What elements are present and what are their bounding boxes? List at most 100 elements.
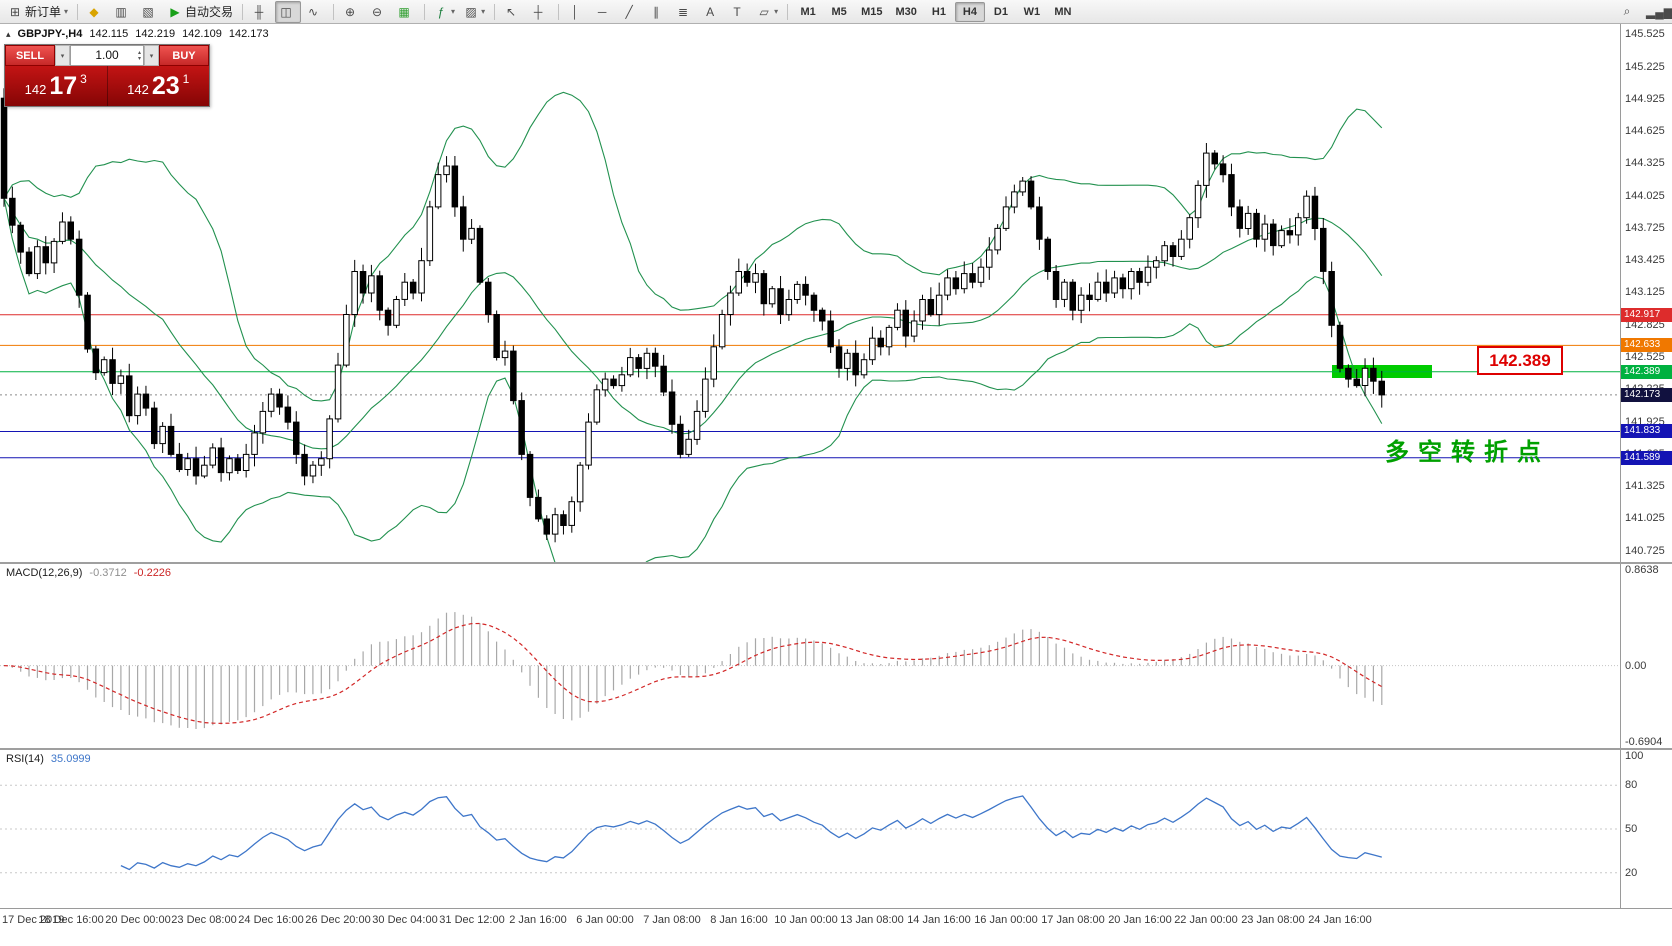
autotrading-icon: ▶ — [170, 4, 180, 19]
collapse-panel-icon[interactable]: ▴ — [6, 28, 11, 39]
volume-input[interactable]: 1.00 ▴ ▾ — [70, 45, 144, 66]
time-axis-label: 31 Dec 12:00 — [439, 914, 505, 926]
macd-scale-label: 0.8638 — [1625, 564, 1659, 576]
timeframe-d1-button[interactable]: D1 — [993, 5, 1008, 18]
market-watch-button[interactable]: ◆ — [83, 1, 109, 23]
chart-window[interactable]: ▴ GBPJPY-,H4 142.115 142.219 142.109 142… — [0, 24, 1672, 946]
timeframe-h4-button[interactable]: H4 — [954, 1, 985, 22]
indicators-caret-icon[interactable]: ▾ — [451, 7, 456, 16]
new-order-caret-icon[interactable]: ▾ — [64, 7, 69, 16]
toolbar: ⊞ 新订单 ▾ ◆ ▥ ▧ ▶ 自动交易 ╫ ◫ ∿ ⊕ ⊖ ▦ ƒ ▾ ▨ ▾ ↖ ┼ │ ─ ╱ ∥ ≣ A T ▱ ▾ M1 M5 M1… — [0, 0, 1672, 24]
time-axis-label: 26 Dec 20:00 — [305, 914, 371, 926]
pane-splitter[interactable] — [0, 562, 1672, 564]
time-axis-label: 24 Dec 16:00 — [238, 914, 304, 926]
channel-icon: ∥ — [653, 4, 660, 19]
macd-indicator-label: MACD(12,26,9) -0.3712 -0.2226 — [6, 567, 171, 579]
time-axis-label: 17 Jan 08:00 — [1041, 914, 1105, 926]
shapes-caret-icon[interactable]: ▾ — [774, 7, 779, 16]
price-tag-142.633: 142.633 — [1621, 338, 1672, 352]
timeframe-w1-button[interactable]: W1 — [1023, 5, 1041, 18]
time-axis[interactable]: 17 Dec 2019 18 Dec 16:00 20 Dec 00:00 23 De… — [0, 908, 1672, 946]
new-order-button[interactable]: ⊞ 新订单 ▾ — [4, 1, 72, 23]
bar-chart-icon: ╫ — [254, 4, 264, 19]
bollinger-upper — [3, 91, 1383, 402]
bollinger-middle — [3, 198, 1383, 450]
buy-options-caret-icon[interactable]: ▾ — [144, 45, 159, 66]
timeframe-m30-button[interactable]: M30 — [895, 5, 917, 18]
macd-scale[interactable]: 0.8638 0.00 -0.6904 — [1620, 564, 1672, 748]
buy-price-button[interactable]: 142 23 1 — [108, 66, 210, 106]
line-chart-icon: ∿ — [308, 4, 319, 19]
rsi-indicator-label: RSI(14) 35.0999 — [6, 753, 91, 765]
horizontal-line-button[interactable]: ─ — [591, 1, 617, 23]
sell-price-pip: 3 — [80, 72, 87, 86]
text-icon: A — [706, 4, 715, 19]
sell-price-button[interactable]: 142 17 3 — [5, 66, 107, 106]
timeframe-m5-button[interactable]: M5 — [831, 5, 847, 18]
time-axis-label: 10 Jan 00:00 — [774, 914, 838, 926]
zoom-out-button[interactable]: ⊖ — [366, 1, 392, 23]
templates-button[interactable]: ▨ ▾ — [460, 1, 489, 23]
trendline-icon: ╱ — [625, 4, 633, 19]
one-click-trading-panel[interactable]: SELL ▾ 1.00 ▴ ▾ ▾ BUY 142 17 3 142 — [4, 44, 210, 107]
macd-scale-label: 0.00 — [1625, 660, 1647, 672]
autotrading-button[interactable]: ▶ 自动交易 — [164, 1, 237, 23]
navigator-button[interactable]: ▧ — [137, 1, 163, 23]
fibonacci-button[interactable]: ≣ — [672, 1, 698, 23]
timeframe-m15-button[interactable]: M15 — [861, 5, 883, 18]
tile-windows-icon: ▦ — [398, 4, 410, 19]
timeframe-m1-button[interactable]: M1 — [800, 5, 816, 18]
indicators-button[interactable]: ƒ ▾ — [430, 1, 459, 23]
text-label-button[interactable]: T — [726, 1, 752, 23]
templates-caret-icon[interactable]: ▾ — [481, 7, 486, 16]
timeframe-mn-button[interactable]: MN — [1054, 5, 1072, 18]
candlestick-chart-icon: ◫ — [280, 4, 292, 19]
toolbar-separator — [494, 3, 496, 20]
price-scale-label: 144.625 — [1625, 125, 1665, 137]
trade-panel-price-row: 142 17 3 142 23 1 — [5, 66, 209, 106]
time-axis-label: 23 Jan 08:00 — [1241, 914, 1305, 926]
connection-button[interactable]: ▂▄▆ — [1642, 1, 1672, 23]
zoom-in-button[interactable]: ⊕ — [339, 1, 365, 23]
line-chart-button[interactable]: ∿ — [302, 1, 328, 23]
time-axis-label: 30 Dec 04:00 — [372, 914, 438, 926]
volume-down-icon[interactable]: ▾ — [137, 55, 141, 62]
price-scale-label: 141.025 — [1625, 512, 1665, 524]
price-scale-label: 142.825 — [1625, 319, 1665, 331]
macd-signal-value: -0.2226 — [133, 567, 172, 579]
volume-up-icon[interactable]: ▴ — [137, 49, 141, 56]
buy-price-pip: 1 — [182, 72, 190, 86]
time-axis-label: 22 Jan 00:00 — [1174, 914, 1238, 926]
cursor-button[interactable]: ↖ — [500, 1, 526, 23]
bar-chart-button[interactable]: ╫ — [248, 1, 274, 23]
rsi-pane[interactable]: RSI(14) 35.0999 — [0, 750, 1620, 908]
turning-point-note[interactable]: 多空转折点 — [1385, 438, 1550, 466]
vertical-line-button[interactable]: │ — [564, 1, 590, 23]
candlestick-chart[interactable] — [0, 24, 1620, 562]
rsi-name: RSI(14) — [6, 753, 44, 765]
price-scale[interactable]: 145.525 145.225 144.925 144.625 144.325 144.0… — [1620, 24, 1672, 562]
indicators-icon: ƒ — [437, 4, 445, 19]
buy-button[interactable]: BUY — [159, 45, 209, 66]
time-axis-label: 17 Dec 2019 — [2, 914, 65, 926]
pane-splitter[interactable] — [0, 748, 1672, 750]
macd-pane[interactable]: MACD(12,26,9) -0.3712 -0.2226 — [0, 564, 1620, 748]
shapes-button[interactable]: ▱ ▾ — [753, 1, 782, 23]
data-window-button[interactable]: ▥ — [110, 1, 136, 23]
price-callout-label[interactable]: 142.389 — [1477, 346, 1563, 375]
channel-button[interactable]: ∥ — [645, 1, 671, 23]
rsi-scale[interactable]: 100 80 50 20 — [1620, 750, 1672, 908]
main-chart-pane[interactable]: ▴ GBPJPY-,H4 142.115 142.219 142.109 142… — [0, 24, 1620, 562]
search-button[interactable]: ⌕ — [1616, 1, 1642, 23]
tile-windows-button[interactable]: ▦ — [393, 1, 419, 23]
time-axis-label: 2 Jan 16:00 — [509, 914, 567, 926]
timeframe-h1-button[interactable]: H1 — [931, 5, 946, 18]
text-button[interactable]: A — [699, 1, 725, 23]
macd-chart[interactable] — [0, 564, 1620, 748]
sell-options-caret-icon[interactable]: ▾ — [55, 45, 70, 66]
rsi-chart[interactable] — [0, 750, 1620, 908]
candlestick-chart-button[interactable]: ◫ — [275, 0, 302, 23]
sell-button[interactable]: SELL — [5, 45, 55, 66]
crosshair-button[interactable]: ┼ — [527, 1, 553, 23]
trendline-button[interactable]: ╱ — [618, 1, 644, 23]
